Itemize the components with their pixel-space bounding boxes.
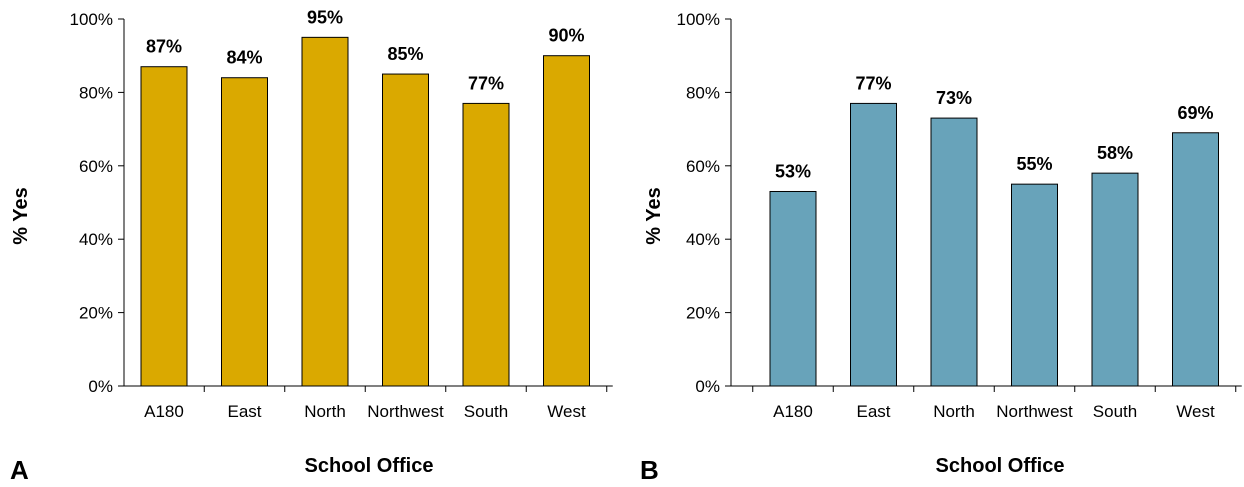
x-tick-label: South — [464, 402, 508, 421]
x-tick-label: South — [1093, 402, 1137, 421]
bar-north — [301, 36, 349, 387]
y-tick-label: 20% — [686, 304, 720, 323]
y-tick-label: 40% — [79, 230, 113, 249]
data-label: 87% — [146, 37, 182, 57]
y-tick-label: 0% — [695, 377, 720, 396]
chart-panel-a: 0% 20% 40% 60% 80% 100% 87% A180 84% East 95% North… — [10, 7, 613, 485]
y-tick-label: 40% — [686, 230, 720, 249]
x-tick-label: West — [1176, 402, 1215, 421]
data-label: 77% — [855, 73, 891, 93]
x-tick-label: Northwest — [367, 402, 444, 421]
data-label: 73% — [936, 88, 972, 108]
data-label: 85% — [387, 44, 423, 64]
x-tick-label: A180 — [144, 402, 184, 421]
y-tick-label: 100% — [677, 10, 720, 29]
chart-panel-b: 0% 20% 40% 60% 80% 100% 53% A180 77% East 73% North… — [640, 10, 1242, 485]
bar-a180 — [140, 66, 188, 387]
data-label: 95% — [307, 7, 343, 27]
y-tick-label: 0% — [88, 377, 113, 396]
bar-east — [850, 102, 897, 387]
bar-north — [930, 117, 978, 387]
x-tick-label: West — [547, 402, 586, 421]
bar-northwest — [1011, 183, 1058, 387]
y-tick-label: 20% — [79, 304, 113, 323]
data-label: 58% — [1097, 143, 1133, 163]
x-tick-label: North — [933, 402, 975, 421]
bar-west — [1172, 132, 1219, 387]
data-label: 84% — [226, 48, 262, 68]
y-tick-label: 80% — [686, 83, 720, 102]
data-label: 69% — [1177, 103, 1213, 123]
x-tick-label: A180 — [773, 402, 813, 421]
y-tick-label: 60% — [686, 157, 720, 176]
x-tick-label: Northwest — [996, 402, 1073, 421]
x-axis-title: School Office — [936, 455, 1065, 477]
y-axis-title: % Yes — [643, 187, 665, 244]
x-tick-label: North — [304, 402, 346, 421]
data-label: 53% — [775, 161, 811, 181]
y-tick-label: 80% — [79, 83, 113, 102]
x-tick-label: East — [227, 402, 261, 421]
data-label: 90% — [548, 26, 584, 46]
bar-northwest — [382, 73, 429, 387]
y-tick-label: 60% — [79, 157, 113, 176]
x-axis-title: School Office — [305, 455, 434, 477]
panel-label: B — [640, 455, 659, 485]
bar-a180 — [769, 190, 817, 387]
data-label: 77% — [468, 73, 504, 93]
y-tick-label: 100% — [70, 10, 113, 29]
bar-south — [1091, 172, 1139, 387]
bar-south — [462, 102, 510, 387]
y-axis-title: % Yes — [10, 187, 32, 244]
x-tick-label: East — [856, 402, 890, 421]
bar-east — [221, 77, 268, 387]
data-label: 55% — [1016, 154, 1052, 174]
bar-west — [543, 55, 590, 387]
panel-label: A — [10, 455, 29, 485]
